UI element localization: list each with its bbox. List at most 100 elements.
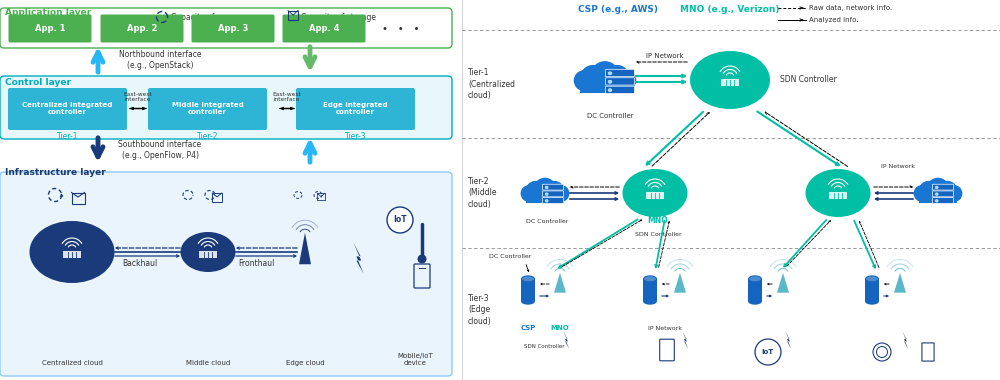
Circle shape (609, 81, 612, 83)
Ellipse shape (622, 169, 688, 217)
Text: App. 2: App. 2 (127, 24, 157, 33)
Ellipse shape (806, 169, 871, 217)
Text: Capacity of processor: Capacity of processor (171, 13, 254, 22)
Text: MNO: MNO (551, 325, 569, 331)
Text: IP Network: IP Network (648, 326, 682, 331)
Text: Capacity of storage: Capacity of storage (301, 13, 376, 22)
Text: Application layer: Application layer (5, 8, 91, 17)
FancyBboxPatch shape (606, 78, 635, 85)
Text: Tier-1
(Centralized
cloud): Tier-1 (Centralized cloud) (468, 68, 515, 100)
Text: SDN Controller: SDN Controller (524, 344, 564, 349)
Polygon shape (902, 331, 908, 349)
Text: CSP (e.g., AWS): CSP (e.g., AWS) (578, 5, 658, 14)
Circle shape (616, 71, 636, 90)
Text: Middle integrated
controller: Middle integrated controller (172, 102, 243, 115)
FancyBboxPatch shape (829, 192, 847, 199)
FancyBboxPatch shape (721, 79, 739, 86)
Ellipse shape (30, 221, 114, 283)
Text: CSP: CSP (520, 325, 536, 331)
Text: App. 3: App. 3 (218, 24, 248, 33)
Text: App. 4: App. 4 (309, 24, 339, 33)
Circle shape (936, 200, 938, 202)
Circle shape (553, 186, 569, 201)
Circle shape (927, 179, 949, 200)
Text: Edge integrated
controller: Edge integrated controller (323, 102, 388, 115)
FancyBboxPatch shape (8, 14, 92, 43)
FancyBboxPatch shape (148, 88, 267, 130)
Circle shape (608, 81, 611, 83)
Circle shape (936, 193, 938, 195)
Circle shape (418, 255, 426, 263)
FancyBboxPatch shape (919, 196, 957, 203)
FancyBboxPatch shape (0, 8, 452, 48)
FancyBboxPatch shape (543, 184, 564, 190)
Ellipse shape (521, 275, 535, 282)
Text: IP Network: IP Network (646, 53, 684, 59)
FancyBboxPatch shape (933, 184, 954, 190)
Circle shape (581, 66, 605, 90)
Text: SDN Controller: SDN Controller (635, 232, 681, 237)
Ellipse shape (748, 275, 762, 282)
FancyBboxPatch shape (580, 84, 630, 93)
Circle shape (936, 200, 937, 202)
Ellipse shape (180, 232, 236, 272)
Text: Analyzed info.: Analyzed info. (809, 17, 858, 23)
Circle shape (546, 193, 548, 195)
Text: Middle cloud: Middle cloud (186, 360, 230, 366)
Text: Tier-2: Tier-2 (197, 132, 218, 141)
Text: DC Controller: DC Controller (489, 254, 531, 259)
Circle shape (608, 72, 611, 74)
Circle shape (755, 339, 781, 365)
Ellipse shape (865, 298, 879, 305)
Text: Infrastructure layer: Infrastructure layer (5, 168, 106, 177)
Circle shape (546, 187, 548, 188)
FancyBboxPatch shape (580, 79, 630, 89)
Circle shape (545, 182, 564, 201)
Text: Northbound interface
(e.g., OpenStack): Northbound interface (e.g., OpenStack) (119, 50, 201, 70)
Text: IoT: IoT (393, 215, 407, 225)
Text: Centralized integrated
controller: Centralized integrated controller (22, 102, 113, 115)
Circle shape (546, 187, 547, 188)
Circle shape (946, 186, 962, 201)
Circle shape (936, 187, 937, 188)
Ellipse shape (865, 275, 879, 282)
Ellipse shape (748, 298, 762, 305)
FancyBboxPatch shape (0, 172, 452, 376)
FancyBboxPatch shape (101, 14, 184, 43)
Polygon shape (563, 331, 569, 349)
FancyBboxPatch shape (526, 196, 564, 203)
Circle shape (534, 179, 556, 200)
FancyBboxPatch shape (8, 88, 127, 130)
FancyBboxPatch shape (192, 14, 274, 43)
Text: Southbound interface
(e.g., OpenFlow, P4): Southbound interface (e.g., OpenFlow, P4… (118, 140, 202, 160)
Circle shape (526, 182, 545, 201)
Ellipse shape (522, 276, 534, 281)
Ellipse shape (866, 276, 878, 281)
Ellipse shape (643, 298, 657, 305)
Ellipse shape (644, 276, 656, 281)
FancyBboxPatch shape (606, 86, 635, 93)
Text: IoT: IoT (762, 349, 774, 355)
FancyBboxPatch shape (543, 198, 564, 204)
Text: App. 1: App. 1 (35, 24, 65, 33)
FancyBboxPatch shape (933, 198, 954, 204)
FancyBboxPatch shape (296, 88, 415, 130)
Text: Tier-3
(Edge
cloud): Tier-3 (Edge cloud) (468, 294, 492, 326)
Circle shape (521, 186, 537, 201)
Circle shape (546, 200, 547, 202)
FancyBboxPatch shape (919, 192, 957, 200)
Polygon shape (894, 273, 906, 293)
Circle shape (936, 187, 938, 188)
Text: DC Controller: DC Controller (587, 113, 633, 119)
Polygon shape (554, 273, 566, 293)
Circle shape (609, 72, 612, 74)
Text: Control layer: Control layer (5, 78, 71, 87)
Polygon shape (777, 273, 789, 293)
FancyBboxPatch shape (521, 279, 535, 301)
Text: Raw data, network info.: Raw data, network info. (809, 5, 892, 11)
Circle shape (574, 71, 594, 90)
Polygon shape (682, 331, 688, 349)
FancyBboxPatch shape (646, 192, 664, 199)
Polygon shape (353, 242, 364, 274)
Circle shape (919, 182, 938, 201)
